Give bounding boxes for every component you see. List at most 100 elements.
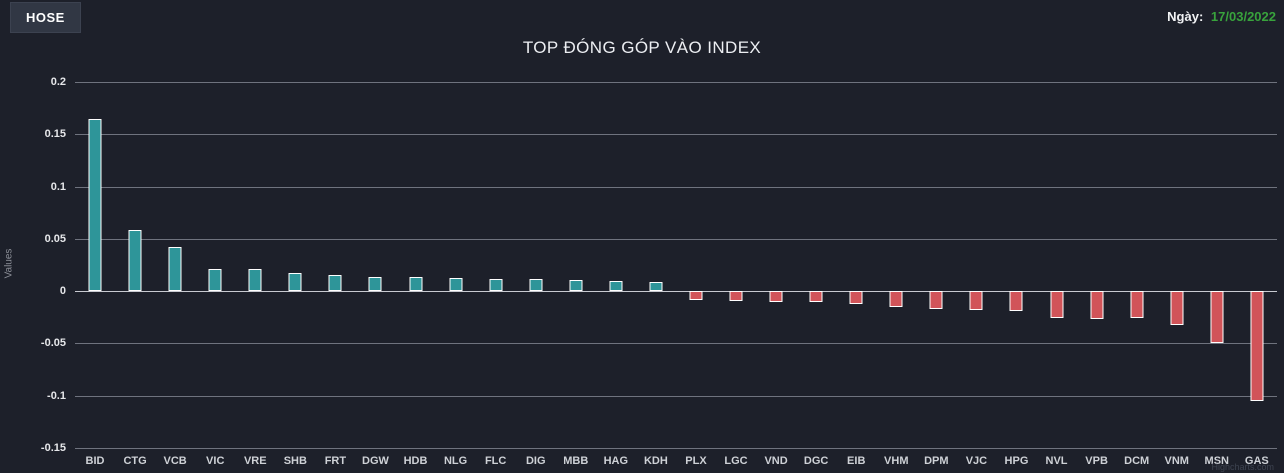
bar-vre[interactable] xyxy=(248,269,262,292)
x-tick-label-lgc: LGC xyxy=(724,455,748,467)
chart-credit[interactable]: Highcharts.com xyxy=(1211,462,1274,472)
x-tick-label-nvl: NVL xyxy=(1045,455,1068,467)
bar-kdh[interactable] xyxy=(649,281,663,292)
exchange-tab-hose[interactable]: HOSE xyxy=(10,2,81,33)
bar-bid[interactable] xyxy=(88,118,102,292)
bar-hdb[interactable] xyxy=(409,276,423,292)
bar-dgc[interactable] xyxy=(809,291,823,302)
gridline xyxy=(75,82,1277,83)
gridline xyxy=(75,448,1277,449)
x-tick-label-dig: DIG xyxy=(525,455,546,467)
bar-plx[interactable] xyxy=(689,291,703,300)
bar-vcb[interactable] xyxy=(168,247,182,292)
x-tick-label-vhm: VHM xyxy=(884,455,909,467)
bar-vpb[interactable] xyxy=(1090,291,1104,320)
y-tick-label: -0.15 xyxy=(40,442,66,454)
bars-row xyxy=(75,82,1277,448)
date-value: 17/03/2022 xyxy=(1210,9,1276,24)
x-tick-label-vcb: VCB xyxy=(163,455,187,467)
bar-slot xyxy=(396,82,436,448)
bar-slot xyxy=(1117,82,1157,448)
bar-slot xyxy=(75,82,115,448)
x-tick-label-eib: EIB xyxy=(847,455,866,467)
x-tick-label-gas: GAS xyxy=(1244,455,1269,467)
bar-slot xyxy=(235,82,275,448)
y-tick-label: -0.05 xyxy=(40,337,66,350)
x-tick-label-dcm: DCM xyxy=(1124,455,1150,467)
gridline xyxy=(75,395,1277,397)
bar-dgw[interactable] xyxy=(368,276,382,292)
bar-slot xyxy=(916,82,956,448)
bar-slot xyxy=(155,82,195,448)
bar-slot xyxy=(275,82,315,448)
bar-slot xyxy=(676,82,716,448)
x-tick-label-kdh: KDH xyxy=(643,455,668,467)
y-tick-label: 0 xyxy=(59,285,66,298)
y-tick-label: 0.1 xyxy=(50,180,66,193)
bar-slot xyxy=(876,82,916,448)
x-tick-label-vpb: VPB xyxy=(1085,455,1108,467)
zero-gridline xyxy=(75,291,1277,293)
x-tick-label-flc: FLC xyxy=(484,455,507,467)
x-tick-label-nlg: NLG xyxy=(443,455,468,467)
bar-ctg[interactable] xyxy=(128,230,142,292)
x-tick-label-dpm: DPM xyxy=(924,455,949,467)
x-tick-label-dgc: DGC xyxy=(803,455,829,467)
bar-slot xyxy=(996,82,1036,448)
x-tick-label-vjc: VJC xyxy=(965,455,988,467)
bar-dpm[interactable] xyxy=(929,291,943,309)
bar-frt[interactable] xyxy=(328,275,342,292)
bar-hag[interactable] xyxy=(609,280,623,292)
bar-slot xyxy=(1157,82,1197,448)
chart-title: TOP ĐÓNG GÓP VÀO INDEX xyxy=(522,38,762,57)
x-tick-label-vre: VRE xyxy=(243,455,267,467)
bar-nvl[interactable] xyxy=(1050,291,1064,319)
gridline xyxy=(75,134,1277,136)
date-display: Ngày: 17/03/2022 xyxy=(1167,9,1276,24)
bar-slot xyxy=(1197,82,1237,448)
bar-nlg[interactable] xyxy=(449,277,463,292)
y-tick-label: 0.15 xyxy=(44,128,66,141)
bar-slot xyxy=(115,82,155,448)
bar-gas[interactable] xyxy=(1250,291,1264,401)
bar-vnd[interactable] xyxy=(769,291,783,302)
bar-dcm[interactable] xyxy=(1130,291,1144,319)
x-tick-label-ctg: CTG xyxy=(123,455,147,467)
bar-slot xyxy=(836,82,876,448)
x-tick-label-hag: HAG xyxy=(603,455,629,467)
bar-flc[interactable] xyxy=(489,278,503,292)
bar-lgc[interactable] xyxy=(729,291,743,301)
x-tick-label-frt: FRT xyxy=(324,455,347,467)
bar-slot xyxy=(195,82,235,448)
bar-slot xyxy=(436,82,476,448)
x-tick-label-vnd: VND xyxy=(764,455,788,467)
bar-msn[interactable] xyxy=(1210,291,1224,344)
bar-slot xyxy=(1037,82,1077,448)
gridline xyxy=(75,343,1277,345)
bar-slot xyxy=(956,82,996,448)
x-tick-label-vic: VIC xyxy=(206,455,225,467)
bar-shb[interactable] xyxy=(288,273,302,292)
x-tick-label-hpg: HPG xyxy=(1004,455,1029,467)
bar-vnm[interactable] xyxy=(1170,291,1184,325)
gridline xyxy=(75,238,1277,240)
y-tick-label: 0.2 xyxy=(50,76,66,88)
bar-slot xyxy=(756,82,796,448)
bar-slot xyxy=(716,82,756,448)
x-axis-labels: BID CTG VCB VIC VRE SHB FRT DGW HDB NLG FLC DIG MBB H… xyxy=(75,455,1277,467)
x-tick-label-hdb: HDB xyxy=(403,455,428,467)
bar-vic[interactable] xyxy=(208,269,222,292)
bar-slot xyxy=(355,82,395,448)
bar-slot xyxy=(1237,82,1277,448)
bar-vhm[interactable] xyxy=(889,291,903,307)
bar-hpg[interactable] xyxy=(1009,291,1023,311)
bar-dig[interactable] xyxy=(529,278,543,292)
bar-mbb[interactable] xyxy=(569,279,583,292)
bar-slot xyxy=(315,82,355,448)
plot-area xyxy=(75,82,1277,449)
x-tick-label-shb: SHB xyxy=(283,455,307,467)
date-label: Ngày: xyxy=(1167,9,1204,24)
bar-vjc[interactable] xyxy=(969,291,983,310)
bar-eib[interactable] xyxy=(849,291,863,304)
y-tick-label: 0.05 xyxy=(44,232,66,245)
